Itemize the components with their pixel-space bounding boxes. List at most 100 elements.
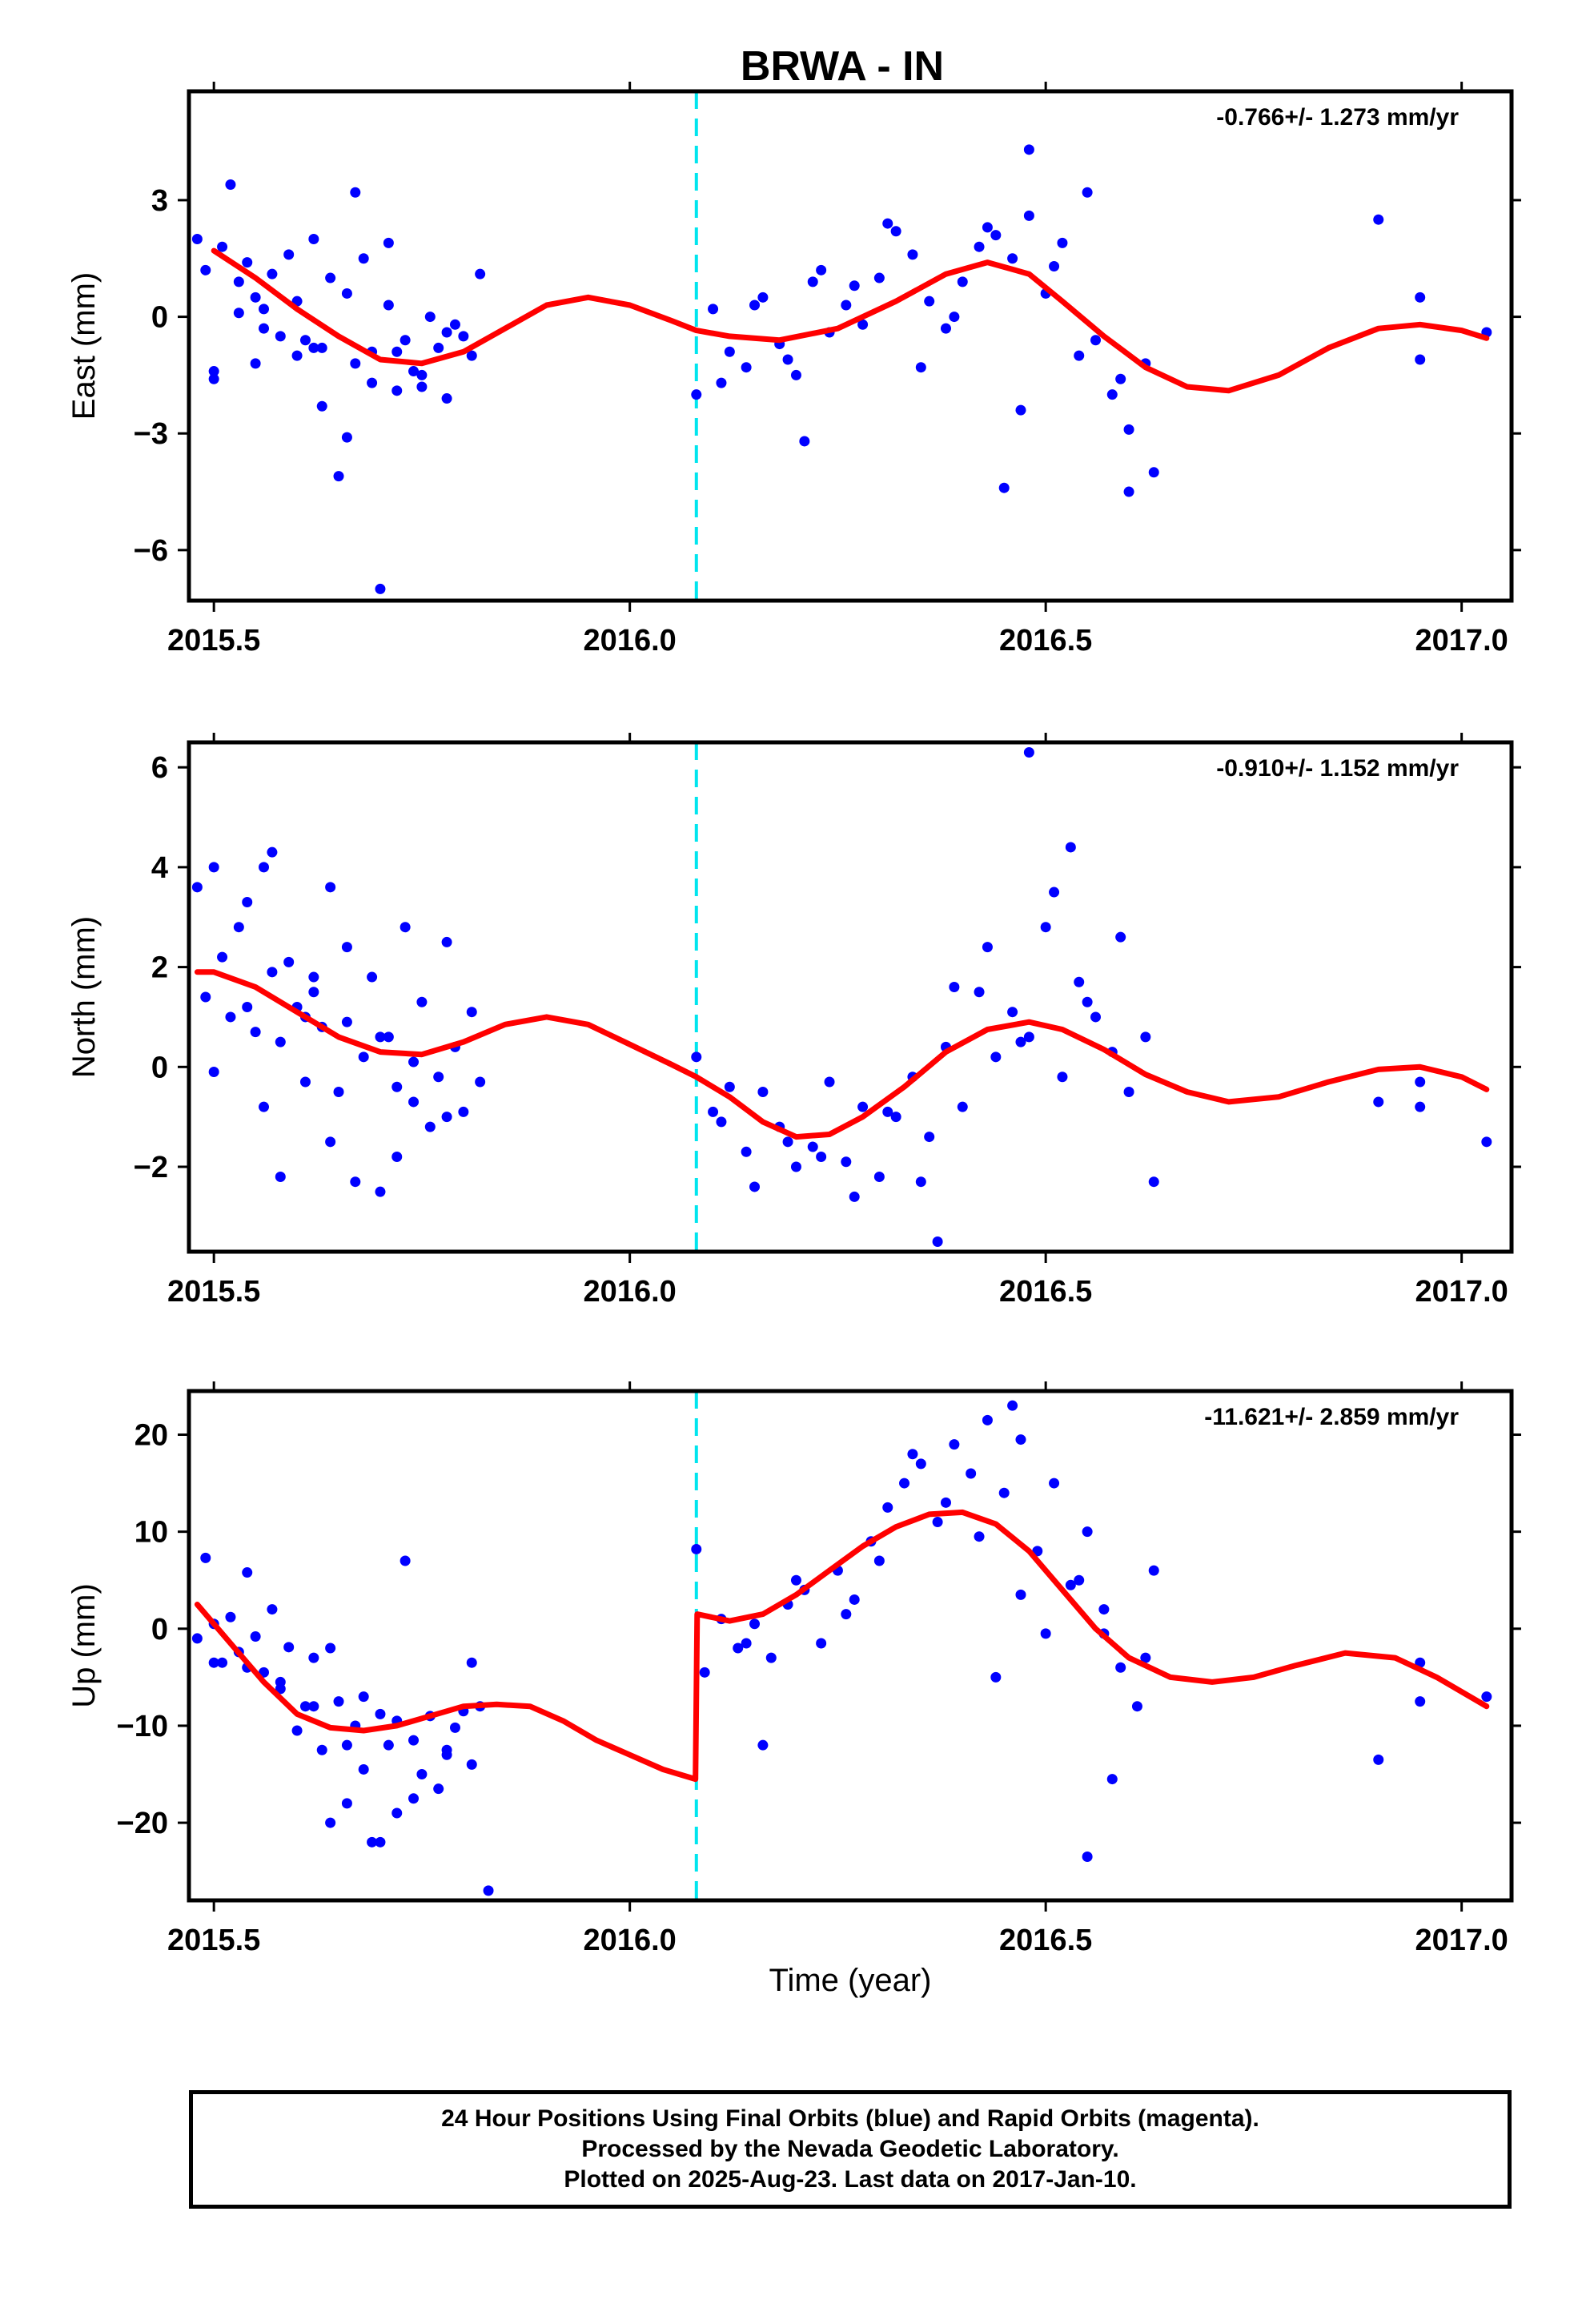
data-point (225, 179, 236, 191)
panel-0: 2015.5 2016.0 2016.5 2017.0 3 0 −3 −6 East (mm) -… (66, 82, 1521, 657)
data-point (283, 1642, 295, 1653)
data-point (998, 482, 1010, 493)
data-point (1123, 424, 1134, 435)
data-point (308, 233, 319, 244)
y-tick-label: 6 (151, 751, 168, 785)
data-point (1007, 253, 1018, 264)
data-point (765, 1652, 777, 1663)
data-point (1090, 1011, 1102, 1023)
data-point (375, 583, 386, 594)
y-tick-label: −20 (117, 1807, 168, 1840)
panel-1: 2015.5 2016.0 2016.5 2017.0 6 4 2 0 −2 North (mm)… (66, 733, 1521, 1309)
data-point (1140, 1031, 1151, 1043)
y-tick-label: 20 (135, 1419, 168, 1453)
data-point (333, 1086, 344, 1097)
data-point (291, 350, 303, 361)
data-point (325, 1642, 336, 1654)
data-point (749, 1181, 761, 1192)
data-point (250, 292, 261, 303)
data-point (982, 1414, 993, 1425)
data-point (383, 300, 394, 311)
data-point (1057, 1072, 1068, 1083)
data-point (391, 346, 403, 357)
data-point (350, 1176, 361, 1188)
data-point (283, 956, 295, 967)
model-curve (211, 247, 1490, 394)
data-point (849, 280, 860, 292)
data-point (1049, 887, 1060, 898)
data-point (782, 1136, 793, 1148)
data-point (857, 1101, 869, 1112)
data-point (799, 436, 810, 447)
data-point (383, 237, 394, 248)
data-point (441, 1112, 452, 1123)
data-point (275, 1171, 286, 1182)
data-point (807, 1141, 818, 1152)
data-point (259, 304, 270, 315)
data-point (790, 1161, 801, 1172)
data-point (882, 218, 893, 229)
data-point (974, 987, 985, 998)
velocity-label: -0.766+/- 1.273 mm/yr (1216, 104, 1459, 131)
data-point (957, 276, 968, 287)
data-point (242, 257, 253, 268)
y-tick-label: 4 (151, 851, 168, 885)
data-point (225, 1011, 236, 1023)
data-point (433, 1783, 444, 1795)
data-point (333, 1696, 344, 1707)
data-point (458, 1106, 469, 1117)
data-point (724, 346, 735, 357)
data-point (782, 354, 793, 365)
x-tick-label: 2016.0 (584, 1275, 677, 1309)
data-point (1082, 1526, 1093, 1538)
data-point (233, 276, 244, 287)
data-point (1148, 467, 1159, 478)
panel-2: 2015.5 2016.0 2016.5 2017.0 20 10 0 −10 −20 Up (m… (66, 1381, 1521, 1957)
data-point (200, 1552, 211, 1563)
data-point (816, 1638, 827, 1649)
data-point (724, 1081, 735, 1092)
data-point (982, 942, 993, 953)
data-point (849, 1594, 860, 1605)
data-point (1148, 1176, 1159, 1188)
data-point (849, 1191, 860, 1202)
data-point (208, 1067, 219, 1078)
data-point (1007, 1007, 1018, 1018)
data-point (1040, 922, 1051, 933)
data-point (932, 1517, 943, 1528)
data-point (408, 1096, 420, 1108)
data-point (1373, 1754, 1384, 1765)
data-point (208, 373, 219, 384)
data-point (1057, 237, 1068, 248)
data-point (708, 1106, 719, 1117)
data-point (790, 1574, 801, 1586)
data-point (708, 304, 719, 315)
data-point (325, 1817, 336, 1828)
data-point (749, 1618, 761, 1630)
data-point (242, 1567, 253, 1578)
data-point (400, 922, 411, 933)
data-point (757, 1739, 769, 1751)
data-point (391, 385, 403, 396)
data-point (441, 936, 452, 947)
data-point (441, 327, 452, 338)
data-point (873, 1171, 885, 1182)
x-tick-label: 2015.5 (167, 624, 260, 657)
data-point (1074, 350, 1085, 361)
data-point (741, 1638, 752, 1649)
data-point (424, 1121, 436, 1132)
data-point (416, 369, 428, 380)
panel-frame (187, 89, 1514, 603)
data-point (308, 342, 319, 353)
data-point (441, 393, 452, 404)
data-point (416, 381, 428, 392)
data-point (1415, 1076, 1426, 1088)
panel-frame (187, 1389, 1514, 1903)
data-point (358, 1763, 369, 1775)
data-point (990, 1671, 1002, 1683)
data-point (367, 377, 378, 388)
data-point (1115, 931, 1126, 943)
model-curve (194, 969, 1490, 1140)
x-tick-label: 2016.5 (999, 1275, 1092, 1309)
panel-frame (187, 740, 1514, 1254)
